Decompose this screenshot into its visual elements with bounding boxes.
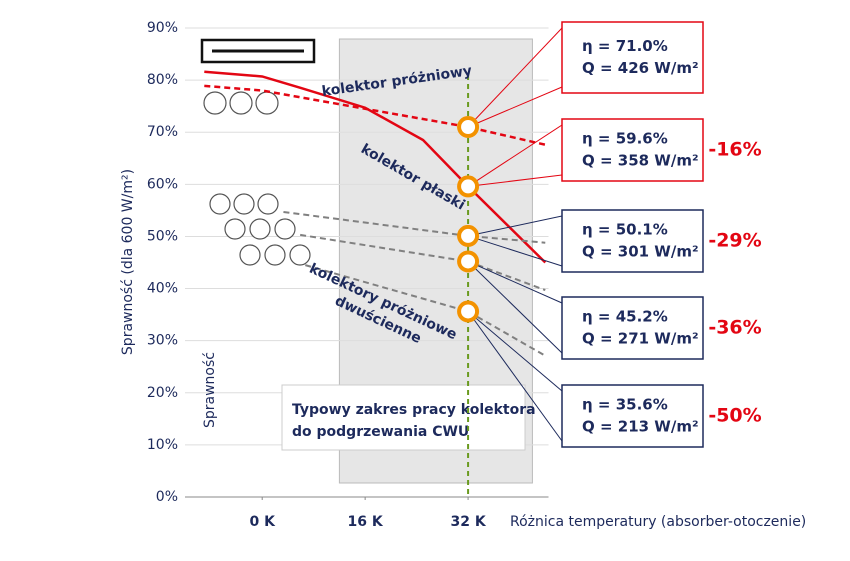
y-tick-label: 90%	[147, 20, 178, 36]
y-tick-label: 80%	[147, 72, 178, 88]
y-tick-label: 0%	[156, 489, 178, 505]
x-axis-label: Różnica temperatury (absorber-otoczenie)	[510, 514, 806, 530]
band-label: do podgrzewania CWU	[292, 424, 469, 440]
connector	[468, 174, 563, 187]
change-label: -36%	[708, 317, 761, 339]
tube-icon	[203, 91, 227, 115]
operating-point	[457, 116, 480, 139]
y-tick-label: 30%	[147, 333, 178, 349]
connector	[467, 235, 563, 267]
callout-q: Q = 358 W/m²	[582, 152, 699, 170]
tube-icon	[209, 193, 231, 215]
operating-point	[457, 175, 480, 198]
tube-icon	[264, 244, 286, 266]
y-axis-label: Sprawność (dla 600 W/m²)	[120, 169, 136, 355]
connector	[467, 261, 563, 354]
change-label: -50%	[708, 405, 761, 427]
x-tick-label: 0 K	[249, 514, 276, 530]
y-tick-label: 40%	[147, 281, 178, 297]
inner-label: Sprawność	[202, 352, 218, 428]
connector	[467, 311, 563, 392]
tube-icon	[257, 193, 279, 215]
callout-eta: η = 35.6%	[582, 396, 668, 414]
callout-box	[561, 209, 704, 273]
tube-icon	[229, 91, 253, 115]
callout-eta: η = 50.1%	[582, 221, 668, 239]
tube-icon	[255, 91, 279, 115]
callout-box	[561, 21, 704, 94]
tube-icon	[224, 218, 246, 240]
change-label: -16%	[708, 139, 761, 161]
connector	[467, 261, 563, 304]
callout-q: Q = 426 W/m²	[582, 59, 699, 77]
operating-point	[457, 224, 480, 247]
callout-q: Q = 271 W/m²	[582, 330, 699, 348]
callout-box	[561, 118, 704, 182]
operating-point	[457, 250, 480, 273]
y-tick-label: 20%	[147, 385, 178, 401]
connector	[467, 27, 563, 128]
series-line	[283, 210, 546, 244]
callout-eta: η = 59.6%	[582, 130, 668, 148]
callout-eta: η = 71.0%	[582, 37, 668, 55]
callout-box	[561, 384, 704, 448]
tube-icon	[274, 218, 296, 240]
operating-point	[457, 300, 480, 323]
y-tick-label: 50%	[147, 228, 178, 244]
y-tick-label: 10%	[147, 437, 178, 453]
tube-icon	[233, 193, 255, 215]
callout-q: Q = 213 W/m²	[582, 418, 699, 436]
tube-icon	[239, 244, 261, 266]
band-label: Typowy zakres pracy kolektora	[292, 402, 536, 418]
x-tick-label: 16 K	[348, 514, 384, 530]
connector	[467, 311, 563, 442]
connector	[467, 86, 563, 128]
callout-eta: η = 45.2%	[582, 308, 668, 326]
band-label-box	[281, 384, 526, 451]
change-label: -29%	[708, 230, 761, 252]
callout-box	[561, 296, 704, 360]
connector	[467, 215, 563, 237]
tube-icon	[249, 218, 271, 240]
y-tick-label: 60%	[147, 176, 178, 192]
icons	[200, 38, 316, 266]
connector	[467, 124, 563, 187]
x-tick-label: 32 K	[450, 514, 486, 530]
callout-q: Q = 301 W/m²	[582, 243, 699, 261]
y-tick-label: 70%	[147, 124, 178, 140]
tube-icon	[289, 244, 311, 266]
